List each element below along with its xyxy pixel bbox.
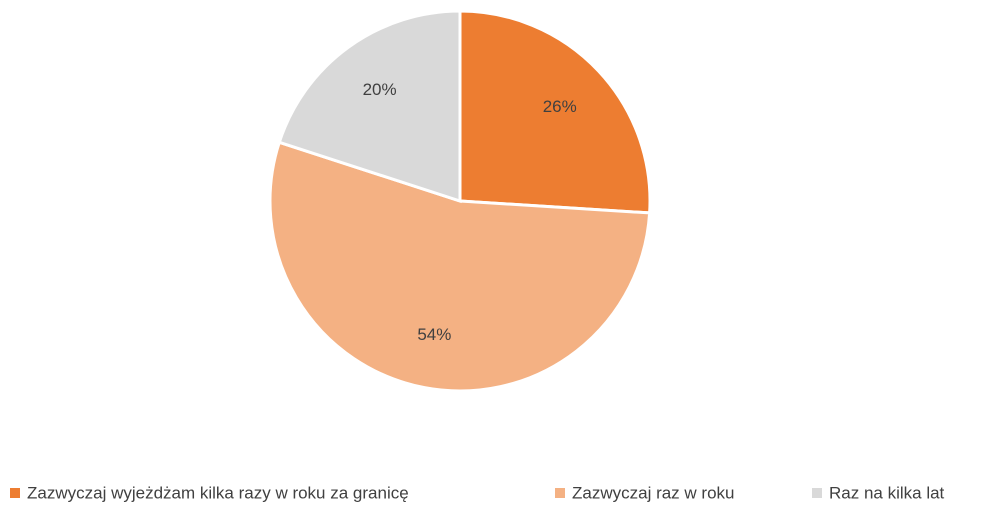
legend-label: Zazwyczaj raz w roku [572, 483, 734, 502]
legend-swatch [555, 488, 565, 498]
pie-slice [458, 9, 652, 215]
data-label: 54% [417, 325, 451, 344]
legend-swatch [10, 488, 20, 498]
data-label: 20% [363, 80, 397, 99]
pie-slice [268, 140, 652, 393]
legend-label: Raz na kilka lat [829, 483, 945, 502]
data-label: 26% [543, 97, 577, 116]
pie-slice [277, 9, 462, 204]
legend-swatch [812, 488, 822, 498]
legend-label: Zazwyczaj wyjeżdżam kilka razy w roku za… [27, 483, 409, 502]
